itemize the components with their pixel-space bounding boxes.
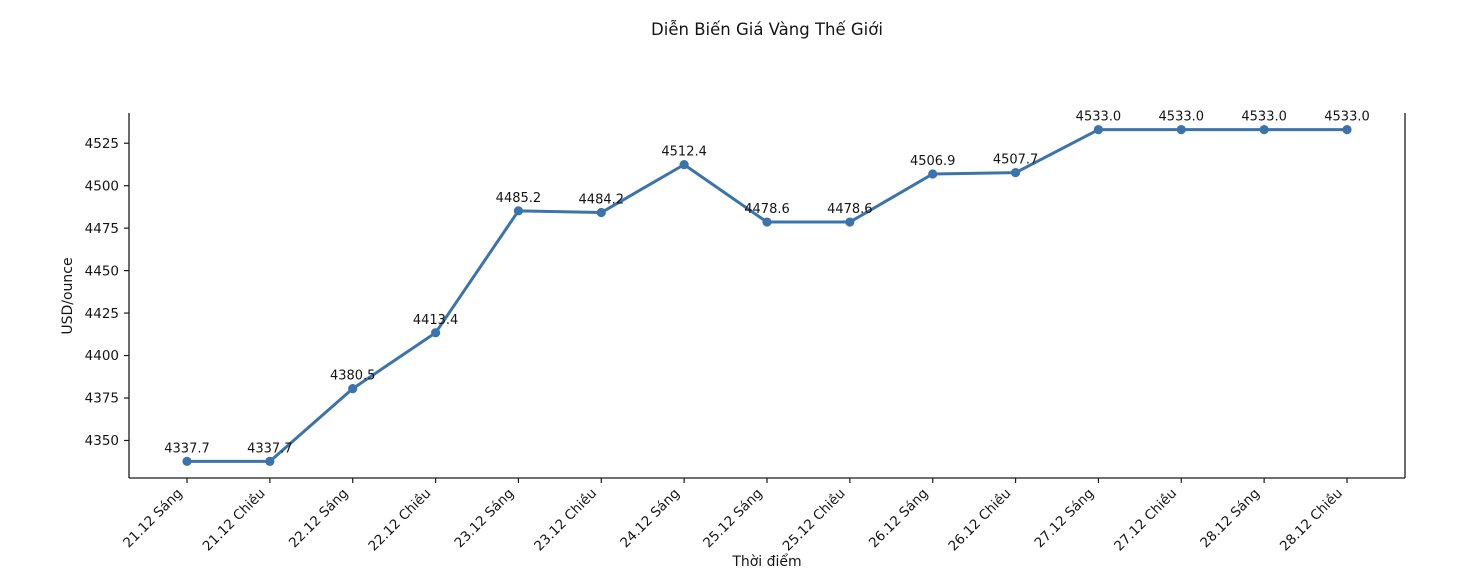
- x-tick-label: 28.12 Sáng: [1197, 486, 1263, 552]
- data-point: [928, 169, 938, 179]
- x-tick-label: 28.12 Chiều: [1276, 485, 1346, 555]
- y-tick-label: 4400: [85, 348, 119, 364]
- point-label: 4507.7: [993, 153, 1039, 168]
- y-tick-label: 4350: [85, 433, 119, 449]
- y-tick-label: 4450: [85, 263, 119, 279]
- y-tick-label: 4475: [85, 221, 119, 237]
- data-point: [348, 384, 358, 394]
- point-label: 4512.4: [661, 145, 707, 160]
- x-tick-label: 26.12 Chiều: [945, 485, 1015, 555]
- x-tick-label: 27.12 Sáng: [1032, 486, 1098, 552]
- x-tick-label: 25.12 Chiều: [779, 485, 849, 555]
- x-tick-label: 22.12 Chiều: [365, 485, 435, 555]
- y-axis-label: USD/ounce: [60, 257, 76, 334]
- x-axis-label: Thời điểm: [731, 553, 801, 570]
- chart-title: Diễn Biến Giá Vàng Thế Giới: [651, 20, 883, 39]
- data-point: [1342, 125, 1352, 135]
- data-point: [1259, 125, 1269, 135]
- point-label: 4478.6: [827, 202, 873, 217]
- data-point: [1176, 125, 1186, 135]
- data-point: [762, 217, 772, 227]
- x-tick-label: 21.12 Sáng: [120, 486, 186, 552]
- point-label: 4533.0: [1324, 110, 1370, 125]
- y-tick-label: 4500: [85, 178, 119, 194]
- point-label: 4337.7: [164, 441, 210, 456]
- point-label: 4485.2: [496, 191, 542, 206]
- point-label: 4533.0: [1076, 110, 1122, 125]
- data-point: [513, 206, 524, 216]
- x-tick-label: 21.12 Chiều: [199, 485, 269, 555]
- point-label: 4413.4: [413, 313, 459, 328]
- x-tick-label: 23.12 Chiều: [530, 485, 600, 555]
- x-tick-label: 25.12 Sáng: [700, 486, 766, 552]
- price-line: [185, 128, 1349, 463]
- data-point: [679, 160, 689, 170]
- y-tick-label: 4525: [85, 136, 119, 152]
- data-point: [265, 456, 275, 466]
- x-tick-label: 24.12 Sáng: [617, 486, 683, 552]
- point-label: 4380.5: [330, 369, 376, 384]
- point-label: 4478.6: [744, 202, 790, 217]
- data-point: [845, 217, 855, 227]
- y-tick-label: 4375: [85, 391, 119, 407]
- point-label: 4337.7: [247, 441, 293, 456]
- plot-area: 4350 4375 4400 4425 4450 4475 4500 4525 21.12 Sá…: [85, 110, 1406, 555]
- point-label: 4484.2: [579, 193, 625, 208]
- data-point: [1093, 125, 1104, 135]
- x-tick-label: 27.12 Chiều: [1110, 485, 1180, 555]
- point-label: 4533.0: [1159, 110, 1205, 125]
- point-label: 4506.9: [910, 154, 956, 169]
- data-point: [596, 207, 606, 218]
- x-tick-label: 23.12 Sáng: [452, 486, 518, 552]
- x-tick-label: 26.12 Sáng: [866, 486, 932, 552]
- data-point: [1010, 168, 1021, 178]
- y-tick-label: 4425: [85, 306, 119, 322]
- x-tick-label: 22.12 Sáng: [286, 486, 352, 552]
- point-label: 4533.0: [1241, 110, 1287, 125]
- data-point: [182, 456, 192, 466]
- data-point: [430, 328, 441, 338]
